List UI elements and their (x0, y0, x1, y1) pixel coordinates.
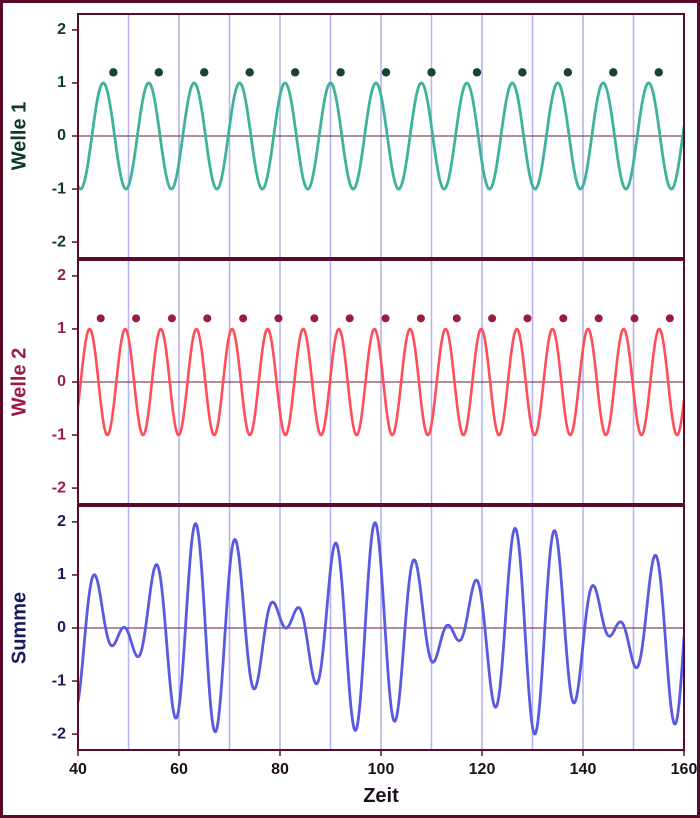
wave2-ytick-label: 2 (57, 267, 66, 284)
wave1-peak-marker (246, 68, 254, 76)
wave1-peak-marker (382, 68, 390, 76)
wave2-ylabel: Welle 2 (8, 348, 30, 417)
xtick-label: 140 (570, 761, 597, 778)
chart-svg: -2 -1 0 1 2 Welle 1 -2 -1 0 1 2 Welle 2 -2 -1 0 1 2 Summe… (0, 0, 700, 818)
wave2-peak-marker (595, 314, 603, 322)
xtick-label: 80 (271, 761, 289, 778)
wave2-ytick-label: -1 (52, 426, 66, 443)
wave1-peak-marker (200, 68, 208, 76)
xlabel: Zeit (363, 785, 399, 807)
wave1-peak-marker (336, 68, 344, 76)
xtick-label: 160 (671, 761, 698, 778)
wave1-ytick-label: -2 (52, 233, 66, 250)
wave2-peak-marker (310, 314, 318, 322)
wave1-peak-marker (155, 68, 163, 76)
wave2-peak-marker (132, 314, 140, 322)
xtick-label: 120 (469, 761, 496, 778)
wave1-peak-marker (564, 68, 572, 76)
wave2-peak-marker (559, 314, 567, 322)
wave1-ytick-label: 1 (57, 74, 66, 91)
wave2-ytick-label: 0 (57, 373, 66, 390)
wave2-peak-marker (417, 314, 425, 322)
wave2-peak-marker (346, 314, 354, 322)
wave2-peak-marker (666, 314, 674, 322)
wave2-ytick-label: -2 (52, 479, 66, 496)
wave2-peak-marker (523, 314, 531, 322)
wave2-peak-marker (453, 314, 461, 322)
wave2-peak-marker (239, 314, 247, 322)
wave2-ytick-label: 1 (57, 320, 66, 337)
sum-ytick-label: 1 (57, 566, 66, 583)
sum-ytick-label: -1 (52, 672, 66, 689)
wave2-peak-marker (382, 314, 390, 322)
wave-superposition-chart: -2 -1 0 1 2 Welle 1 -2 -1 0 1 2 Welle 2 -2 -1 0 1 2 Summe… (0, 0, 700, 818)
wave2-peak-marker (97, 314, 105, 322)
wave1-peak-marker (291, 68, 299, 76)
wave2-peak-marker (168, 314, 176, 322)
wave1-peak-marker (427, 68, 435, 76)
wave1-ylabel: Welle 1 (8, 102, 30, 171)
wave2-peak-marker (631, 314, 639, 322)
sum-ytick-label: -2 (52, 725, 66, 742)
wave1-peak-marker (473, 68, 481, 76)
wave2-peak-marker (203, 314, 211, 322)
wave1-ytick-label: 0 (57, 127, 66, 144)
wave1-peak-marker (109, 68, 117, 76)
wave2-peak-marker (488, 314, 496, 322)
wave1-ytick-label: -1 (52, 180, 66, 197)
wave1-peak-marker (518, 68, 526, 76)
wave1-peak-marker (609, 68, 617, 76)
sum-ytick-label: 2 (57, 513, 66, 530)
sum-ylabel: Summe (8, 592, 30, 664)
wave2-peak-marker (274, 314, 282, 322)
sum-ytick-label: 0 (57, 619, 66, 636)
wave1-ytick-label: 2 (57, 21, 66, 38)
xtick-label: 40 (69, 761, 87, 778)
xtick-label: 60 (170, 761, 188, 778)
xtick-label: 100 (368, 761, 395, 778)
wave1-peak-marker (655, 68, 663, 76)
